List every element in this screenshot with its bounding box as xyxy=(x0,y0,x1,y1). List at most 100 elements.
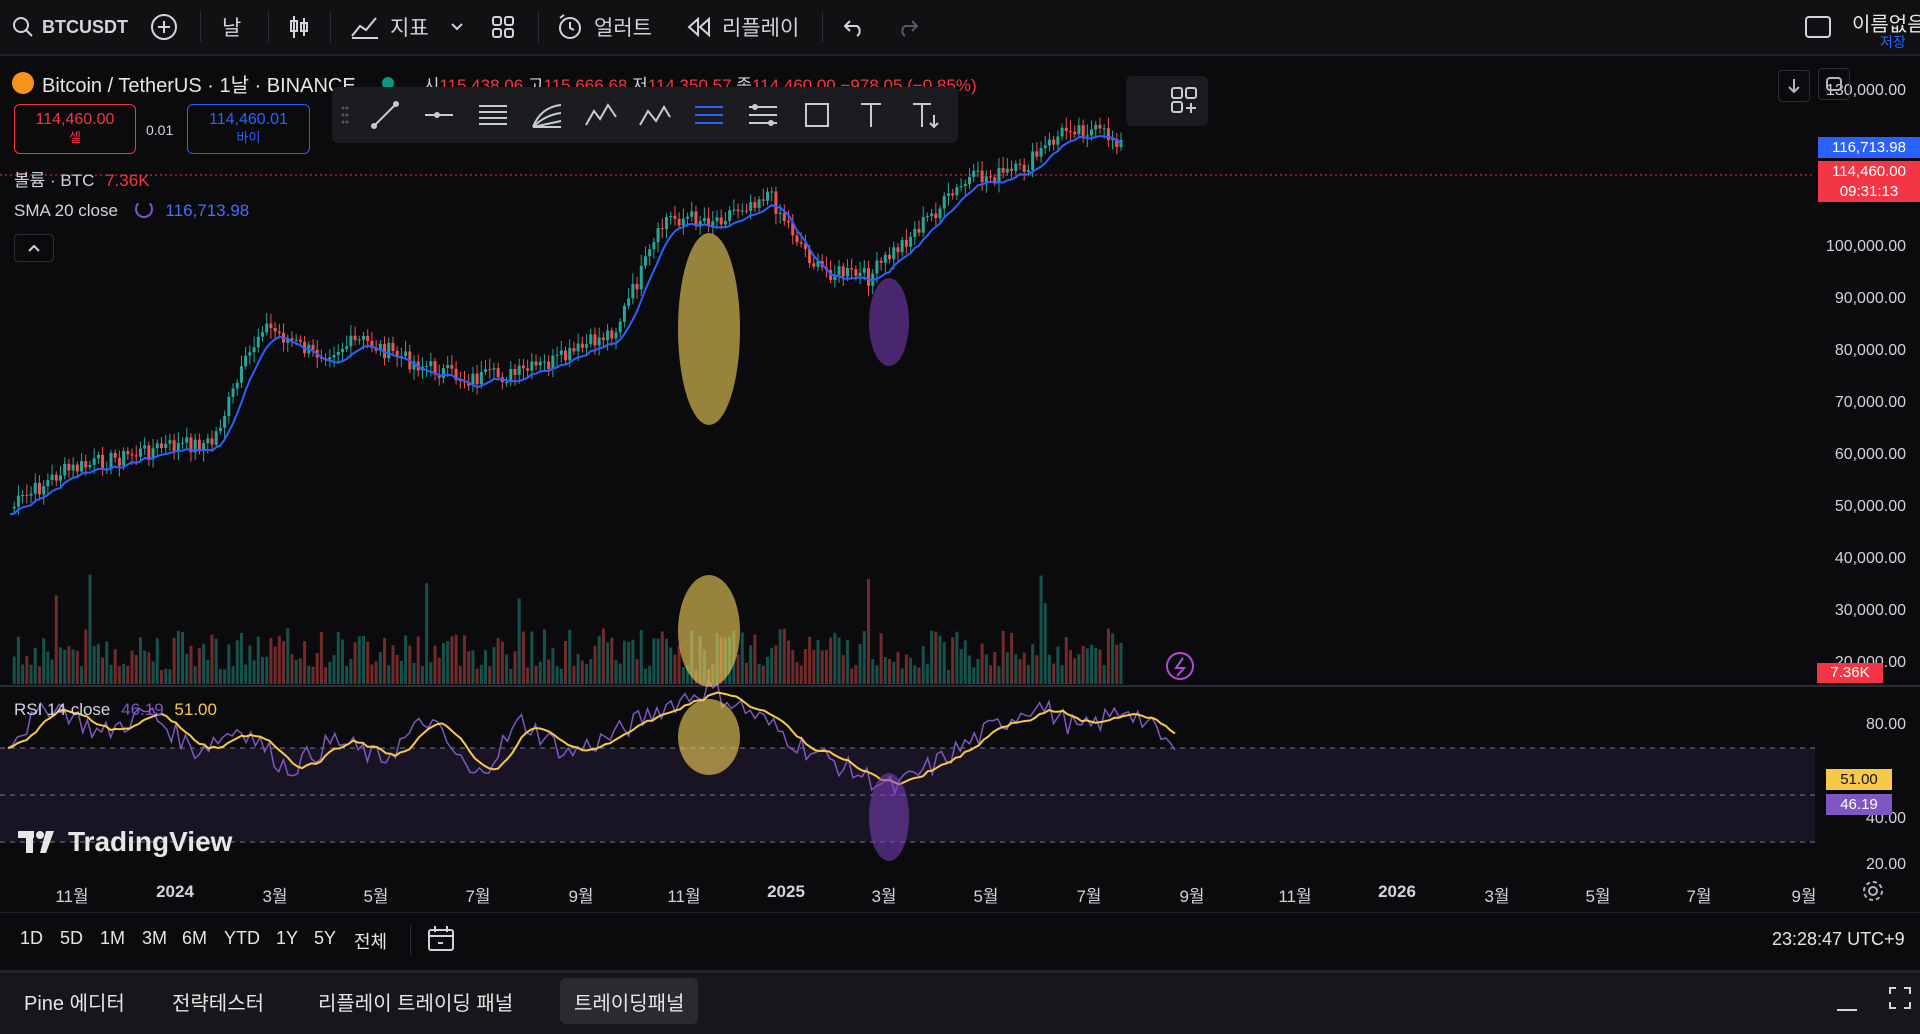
buy-price: 114,460.01 xyxy=(209,111,288,128)
save-link[interactable]: 저장 xyxy=(1880,34,1906,50)
symbol-search[interactable]: BTCUSDT xyxy=(12,0,128,54)
clock-timezone[interactable]: 23:28:47 UTC+9 xyxy=(1772,929,1905,949)
time-tick: 7월 xyxy=(1686,887,1712,906)
gear-icon xyxy=(1863,881,1883,901)
trend-line-tool[interactable] xyxy=(358,87,412,143)
layout-toggle-button[interactable] xyxy=(1804,0,1832,54)
volume-bar xyxy=(963,640,967,684)
candle-body xyxy=(391,342,395,351)
forecast-tool[interactable] xyxy=(682,87,736,143)
volume-bar xyxy=(1056,646,1060,684)
sma-legend[interactable]: SMA 20 close 116,713.98 xyxy=(14,200,249,221)
replay-button[interactable]: 리플레이 xyxy=(686,0,799,54)
candle-body xyxy=(568,348,572,361)
candle-body xyxy=(517,365,521,375)
goto-date-button[interactable] xyxy=(426,924,456,959)
collapse-legend-button[interactable] xyxy=(14,234,54,262)
candle-body xyxy=(1073,131,1077,135)
price-axis[interactable]: 130,000.00 100,000.00 90,000.00 80,000.0… xyxy=(1815,56,1920,912)
timeframe-1d[interactable]: 1D xyxy=(20,928,44,948)
maximize-panel-button[interactable] xyxy=(1888,986,1912,1015)
redo-button[interactable] xyxy=(896,0,920,54)
candle-body xyxy=(54,474,58,481)
alerts-button[interactable]: 얼러트 xyxy=(556,0,652,54)
fib-tool[interactable] xyxy=(520,87,574,143)
timeframe-6m[interactable]: 6M xyxy=(182,928,208,948)
volume-bar xyxy=(378,651,382,684)
volume-bar xyxy=(218,669,222,684)
volume-bar xyxy=(463,635,466,684)
timeframe-ytd[interactable]: YTD xyxy=(224,928,260,948)
volume-legend[interactable]: 볼륨 · BTC 7.36K xyxy=(14,166,150,191)
candle-body xyxy=(450,365,454,369)
tab-pine-editor[interactable]: Pine 에디터 xyxy=(24,992,125,1015)
volume-bar xyxy=(1052,663,1056,684)
volume-bar xyxy=(564,640,567,684)
candle-body xyxy=(896,247,900,253)
calendar-icon xyxy=(428,926,454,951)
buy-button[interactable]: 114,460.01 바이 xyxy=(187,104,310,154)
chart-type-button[interactable] xyxy=(286,0,312,54)
chart-canvas[interactable] xyxy=(0,56,1920,912)
drag-handle[interactable] xyxy=(332,87,358,143)
interval-button[interactable]: 날 xyxy=(222,0,241,54)
volume-bar xyxy=(1102,665,1106,684)
volume-bar xyxy=(80,666,84,684)
anchored-text-tool[interactable] xyxy=(898,87,952,143)
timeframe-1m[interactable]: 1M xyxy=(100,928,126,948)
candle-body xyxy=(968,176,971,185)
text-tool[interactable] xyxy=(844,87,898,143)
candle-body xyxy=(925,216,929,218)
timeframe-3m[interactable]: 3M xyxy=(142,928,168,948)
symbol-title[interactable]: Bitcoin / TetherUS · 1날 · BINANCE xyxy=(42,74,356,97)
volume-bar xyxy=(113,649,117,684)
price-tick: 100,000.00 xyxy=(1825,238,1906,255)
horizontal-ray-tool[interactable] xyxy=(412,87,466,143)
position-tool[interactable] xyxy=(736,87,790,143)
axis-settings-button[interactable] xyxy=(1862,880,1884,907)
volume-bar xyxy=(429,662,433,684)
candle-body xyxy=(484,369,488,372)
rectangle-tool[interactable] xyxy=(790,87,844,143)
volume-bar xyxy=(256,636,260,684)
candle-body xyxy=(521,365,525,369)
candle-body xyxy=(433,361,437,375)
volume-bar xyxy=(1115,644,1119,684)
bitcoin-logo-icon xyxy=(12,72,34,94)
refresh-square-icon xyxy=(1826,77,1842,91)
layouts-button[interactable] xyxy=(490,0,516,54)
time-tick: 7월 xyxy=(465,887,491,906)
candle-body xyxy=(286,338,290,343)
indicators-button[interactable]: 지표 xyxy=(350,0,429,54)
candle-body xyxy=(509,369,513,382)
tab-strategy-tester[interactable]: 전략테스터 xyxy=(172,992,264,1015)
minimize-panel-button[interactable] xyxy=(1836,1000,1858,1018)
volume-bar xyxy=(336,631,340,684)
volume-bar xyxy=(370,664,374,684)
scroll-down-button[interactable] xyxy=(1778,70,1810,102)
time-tick: 11월 xyxy=(667,887,701,906)
timeframe-5y[interactable]: 5Y xyxy=(314,928,337,948)
volume-bar xyxy=(829,637,833,684)
volume-bar xyxy=(606,642,610,684)
volume-bar xyxy=(143,650,147,684)
autoscale-button[interactable] xyxy=(1818,68,1850,100)
layout-name[interactable]: 이름없음 xyxy=(1852,14,1920,36)
tab-replay-trading-panel[interactable]: 리플레이 트레이딩 패널 xyxy=(318,992,514,1015)
drawing-toolbar-settings[interactable] xyxy=(1126,76,1208,126)
candle-body xyxy=(938,208,942,219)
pattern-tool[interactable] xyxy=(574,87,628,143)
undo-button[interactable] xyxy=(842,0,866,54)
indicator-templates-dropdown[interactable] xyxy=(450,0,464,54)
abcd-pattern-tool[interactable] xyxy=(628,87,682,143)
timeframe-1y[interactable]: 1Y xyxy=(276,928,299,948)
parallel-channel-tool[interactable] xyxy=(466,87,520,143)
sell-button[interactable]: 114,460.00 셀 xyxy=(14,104,136,154)
volume-bar xyxy=(841,655,845,684)
top-toolbar: BTCUSDT 날 지표 얼러트 리플레이 이름없음 저장 xyxy=(0,0,1920,56)
rsi-legend[interactable]: RSI 14 close 46.19 51.00 xyxy=(14,700,217,720)
timeframe-전체[interactable]: 전체 xyxy=(354,932,388,952)
compare-add-button[interactable] xyxy=(150,0,178,54)
timeframe-5d[interactable]: 5D xyxy=(60,928,84,948)
tab-trading-panel[interactable]: 트레이딩패널 xyxy=(560,978,699,1024)
